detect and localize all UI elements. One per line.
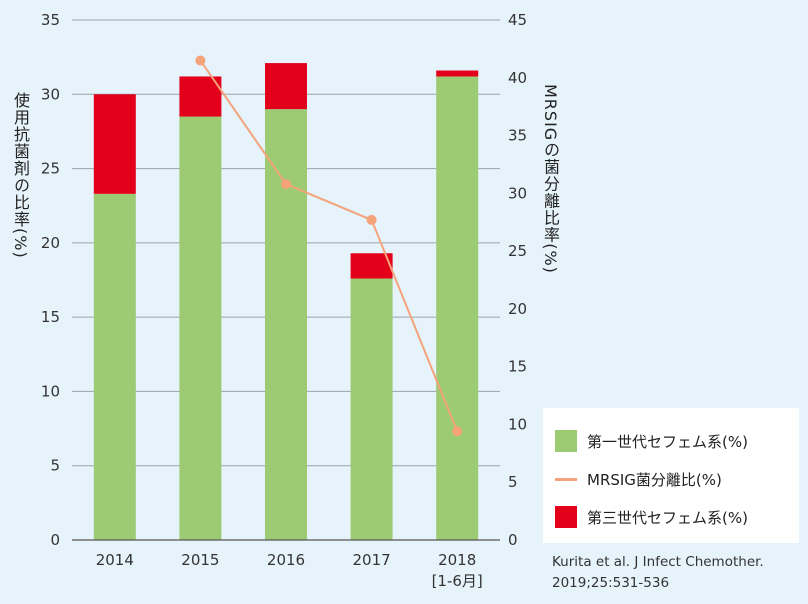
y-right-tick-20: 20 — [508, 300, 527, 318]
legend: 第一世代セフェム系(%) MRSIG菌分離比(%) 第三世代セフェム系(%) — [543, 408, 799, 543]
x-tick-sub-2018: [1-6月] — [432, 572, 483, 590]
y-right-tick-0: 0 — [508, 531, 518, 549]
y-left-tick-10: 10 — [41, 382, 60, 400]
bar-first-gen-2016 — [265, 109, 307, 540]
y-right-tick-30: 30 — [508, 184, 527, 202]
x-tick-2017: 2017 — [353, 551, 391, 569]
legend-swatch-first-gen — [555, 430, 577, 452]
x-tick-2018: 2018 — [438, 551, 476, 569]
y-left-tick-25: 25 — [41, 160, 60, 178]
y-left-tick-15: 15 — [41, 308, 60, 326]
bar-third-gen-2014 — [94, 94, 136, 194]
mrsig-point-2017 — [367, 215, 377, 225]
y-right-tick-15: 15 — [508, 358, 527, 376]
x-tick-2015: 2015 — [181, 551, 219, 569]
bar-third-gen-2018 — [436, 71, 478, 77]
x-tick-2016: 2016 — [267, 551, 305, 569]
bar-first-gen-2017 — [351, 279, 393, 540]
y-right-tick-10: 10 — [508, 415, 527, 433]
legend-label-mrsig: MRSIG菌分離比(%) — [587, 469, 722, 490]
bar-third-gen-2016 — [265, 63, 307, 109]
y-axis-left-title: 使用抗菌剤の比率(%) — [8, 92, 32, 259]
mrsig-point-2018 — [452, 426, 462, 436]
y-left-tick-5: 5 — [50, 457, 60, 475]
source-line-1: Kurita et al. J Infect Chemother. — [552, 552, 764, 573]
y-right-tick-40: 40 — [508, 69, 527, 87]
y-right-tick-25: 25 — [508, 242, 527, 260]
legend-label-third-gen: 第三世代セフェム系(%) — [587, 507, 748, 528]
legend-item-first-gen: 第一世代セフェム系(%) — [555, 422, 799, 460]
y-left-tick-20: 20 — [41, 234, 60, 252]
y-right-tick-45: 45 — [508, 11, 527, 29]
mrsig-line — [200, 60, 457, 431]
legend-item-mrsig: MRSIG菌分離比(%) — [555, 460, 799, 498]
y-left-tick-35: 35 — [41, 11, 60, 29]
mrsig-point-2016 — [281, 179, 291, 189]
legend-item-third-gen: 第三世代セフェム系(%) — [555, 498, 799, 536]
mrsig-point-2015 — [195, 55, 205, 65]
legend-swatch-third-gen — [555, 506, 577, 528]
y-left-tick-0: 0 — [50, 531, 60, 549]
source-line-2: 2019;25:531-536 — [552, 573, 764, 594]
legend-label-first-gen: 第一世代セフェム系(%) — [587, 431, 748, 452]
bar-first-gen-2015 — [179, 117, 221, 540]
y-axis-right-title: MRSIGの菌分離比率(%) — [538, 84, 562, 274]
y-left-tick-30: 30 — [41, 85, 60, 103]
source-citation: Kurita et al. J Infect Chemother. 2019;2… — [552, 552, 764, 594]
y-right-tick-5: 5 — [508, 473, 518, 491]
bar-first-gen-2018 — [436, 76, 478, 540]
y-right-tick-35: 35 — [508, 127, 527, 145]
x-tick-2014: 2014 — [96, 551, 134, 569]
legend-swatch-mrsig — [555, 478, 577, 481]
bar-first-gen-2014 — [94, 194, 136, 540]
